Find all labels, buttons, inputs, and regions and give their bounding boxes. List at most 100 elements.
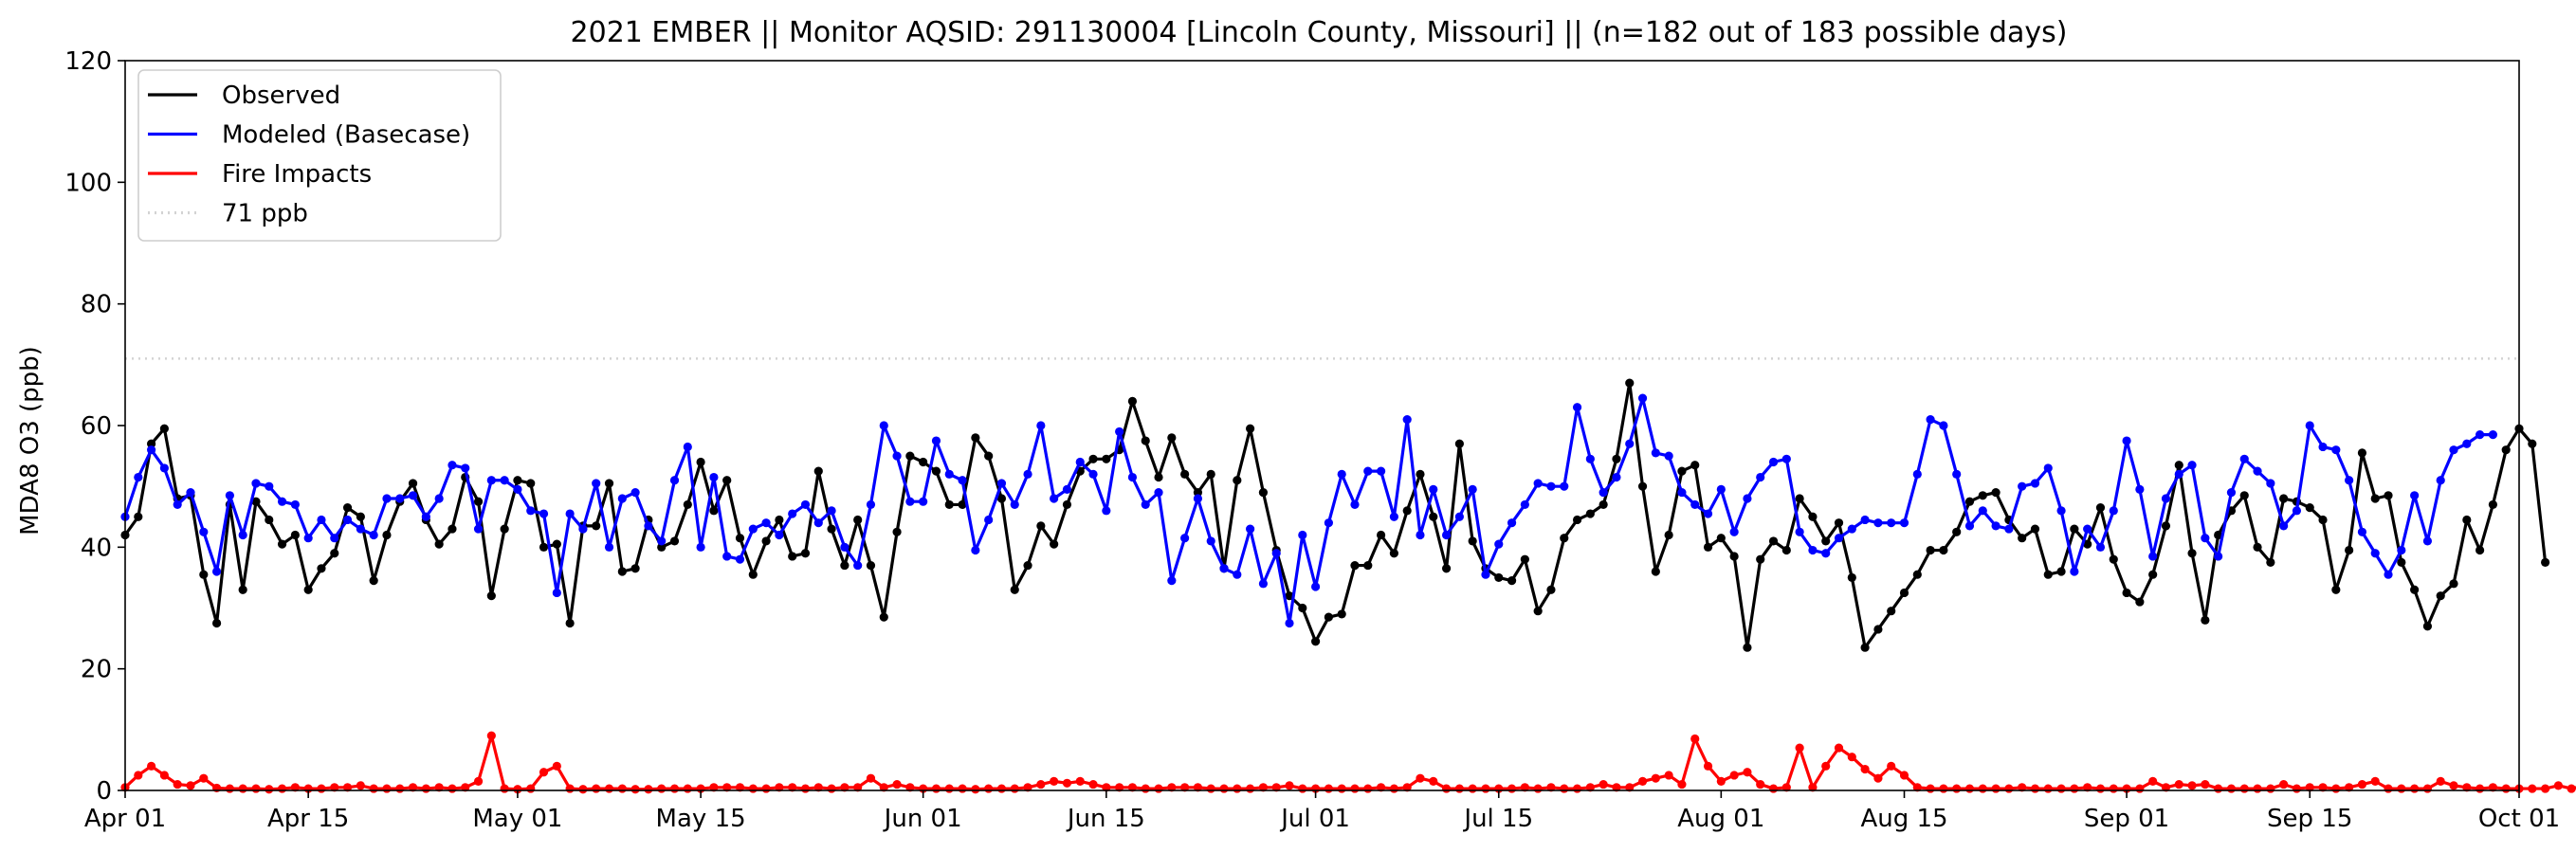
data-point (813, 466, 823, 476)
x-tick-label: Aug 01 (1677, 805, 1764, 833)
data-point (317, 515, 326, 525)
data-point (290, 783, 300, 792)
data-point (1285, 591, 1294, 601)
data-point (775, 783, 784, 792)
data-point (1978, 784, 1987, 793)
data-point (800, 499, 811, 510)
data-point (1481, 784, 1490, 793)
data-point (1376, 466, 1386, 476)
data-point (2004, 524, 2014, 534)
data-point (1599, 499, 1608, 510)
data-point (800, 549, 811, 558)
data-point (356, 524, 365, 534)
data-point (683, 784, 692, 793)
data-point (1193, 494, 1203, 503)
data-point (1258, 579, 1269, 589)
legend-label: Fire Impacts (222, 160, 372, 189)
data-point (905, 497, 915, 506)
data-point (2187, 781, 2197, 790)
data-point (1154, 784, 1163, 793)
data-point (669, 784, 680, 793)
data-point (879, 783, 888, 792)
data-point (2187, 549, 2197, 558)
data-point (1664, 771, 1673, 780)
data-point (1062, 499, 1072, 510)
data-point (1298, 603, 1307, 613)
x-tick-label: Sep 01 (2084, 805, 2169, 833)
legend-label: Modeled (Basecase) (222, 121, 470, 150)
data-point (461, 783, 470, 792)
data-point (448, 461, 457, 470)
data-point (996, 479, 1007, 488)
data-point (984, 784, 994, 793)
data-point (1468, 536, 1477, 546)
data-point (2476, 784, 2485, 793)
data-point (2043, 463, 2053, 473)
data-point (722, 783, 732, 792)
data-point (342, 503, 353, 513)
data-point (1376, 783, 1386, 792)
data-point (1703, 509, 1713, 518)
data-point (1520, 554, 1529, 564)
data-point (2397, 557, 2406, 567)
y-tick-label: 120 (64, 47, 112, 76)
data-point (1050, 494, 1059, 503)
data-point (2305, 783, 2314, 792)
data-point (395, 784, 405, 793)
data-point (1429, 512, 1438, 521)
data-point (1690, 461, 1700, 470)
data-point (1572, 403, 1582, 412)
data-point (1154, 487, 1163, 498)
data-point (630, 487, 640, 498)
data-point (1324, 784, 1333, 793)
data-point (147, 445, 156, 455)
data-point (1023, 783, 1032, 792)
data-point (211, 618, 222, 628)
data-point (2135, 484, 2145, 494)
data-point (1180, 783, 1190, 792)
data-point (2239, 454, 2249, 463)
data-point (2253, 784, 2262, 793)
data-point (1546, 481, 1556, 491)
data-point (2135, 784, 2145, 793)
data-point (265, 481, 274, 491)
data-point (461, 463, 470, 473)
data-point (1912, 469, 1922, 479)
data-point (1246, 524, 1255, 534)
data-point (892, 779, 902, 789)
data-point (775, 530, 784, 540)
data-point (1821, 536, 1831, 546)
data-point (526, 479, 536, 488)
data-point (147, 439, 156, 448)
plot-area (120, 357, 2576, 794)
data-point (2161, 521, 2171, 531)
data-point (1233, 784, 1242, 793)
data-point (2449, 781, 2458, 790)
data-point (905, 783, 915, 792)
data-point (147, 761, 156, 771)
y-tick-label: 80 (81, 291, 112, 319)
data-point (1010, 585, 1019, 594)
data-point (369, 530, 378, 540)
data-point (434, 494, 444, 503)
data-point (317, 784, 326, 793)
data-point (1585, 509, 1595, 518)
data-point (1821, 761, 1831, 771)
data-point (1102, 783, 1111, 792)
data-point (421, 784, 430, 793)
data-point (1271, 783, 1281, 792)
data-point (2488, 783, 2497, 792)
axes: 0 20 40 60 80 100 120 Apr 01 Apr 15 May 01 May 15 J… (64, 47, 2560, 833)
data-point (1795, 494, 1804, 503)
data-point (853, 560, 863, 571)
data-point (317, 564, 326, 573)
data-point (2528, 784, 2537, 793)
data-point (134, 771, 143, 780)
data-point (1127, 396, 1138, 406)
data-point (630, 785, 640, 794)
data-point (1964, 784, 1975, 793)
data-point (1494, 539, 1504, 549)
data-point (1939, 545, 1948, 555)
data-point (2214, 530, 2223, 540)
data-point (1062, 778, 1072, 788)
